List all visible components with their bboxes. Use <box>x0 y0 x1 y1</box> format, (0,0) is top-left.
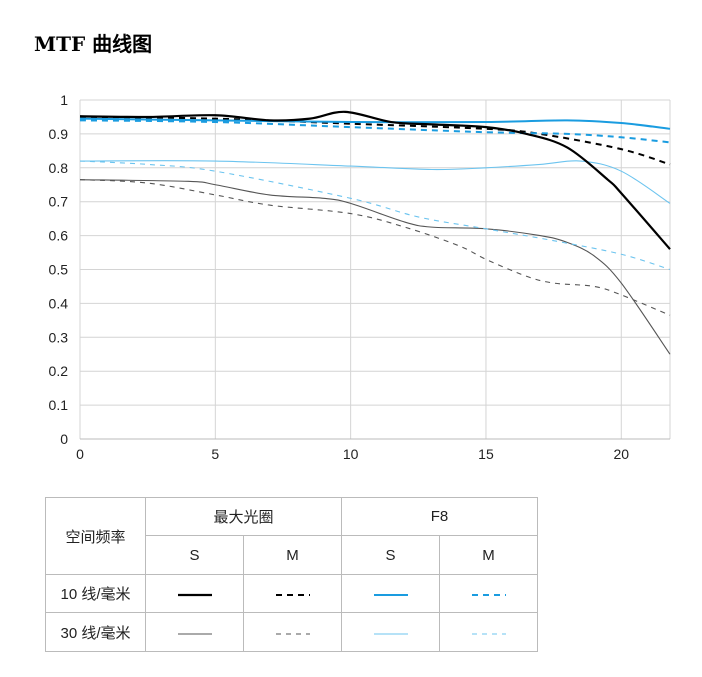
chart-title: MTF 曲线图 <box>34 32 153 56</box>
y-tick-label: 0.8 <box>49 160 69 176</box>
y-tick-label: 0.2 <box>49 363 69 379</box>
group-open: 最大光圈 <box>145 497 342 536</box>
legend-swatch <box>177 593 212 597</box>
freq-header: 空间频率 <box>45 497 146 575</box>
series-line <box>79 115 671 166</box>
y-tick-label: 0.4 <box>49 295 69 311</box>
y-tick-label: 0.7 <box>49 194 69 210</box>
x-tick-label: 5 <box>211 446 219 462</box>
series-line <box>79 119 671 144</box>
series-line <box>79 179 671 316</box>
x-tick-label: 20 <box>613 446 629 462</box>
y-tick-label: 0 <box>60 431 68 447</box>
sub-m: M <box>439 535 538 575</box>
x-tick-label: 15 <box>478 446 494 462</box>
y-tick-label: 0.3 <box>49 329 69 345</box>
legend-swatch <box>471 632 506 635</box>
sub-m: M <box>243 535 342 575</box>
series-line <box>79 160 671 271</box>
series-line <box>79 110 671 250</box>
sub-s: S <box>341 535 440 575</box>
series-line <box>79 179 671 355</box>
row-10: 10 线/毫米 <box>45 574 146 613</box>
series-line <box>79 160 671 204</box>
x-tick-label: 10 <box>343 446 359 462</box>
legend-swatch <box>275 632 310 635</box>
row-30: 30 线/毫米 <box>45 612 146 652</box>
legend-swatch <box>275 594 310 596</box>
legend-swatch <box>177 632 212 635</box>
sub-s: S <box>145 535 244 575</box>
legend-swatch <box>373 594 408 596</box>
y-tick-label: 1 <box>60 92 68 108</box>
series-line <box>79 117 671 130</box>
y-tick-label: 0.6 <box>49 228 69 244</box>
y-tick-label: 0.5 <box>49 262 69 278</box>
mtf-chart: 00.10.20.30.40.50.60.70.80.910 5 10 15 20 <box>49 92 671 462</box>
legend-table: 空间频率 最大光圈 F8 S M S M 10 线/毫米 30 线/毫米 <box>45 497 538 652</box>
y-tick-label: 0.1 <box>49 397 69 413</box>
legend-swatch <box>373 632 408 635</box>
y-tick-label: 0.9 <box>49 126 69 142</box>
group-f8: F8 <box>341 497 538 536</box>
legend-swatch <box>471 594 506 596</box>
x-tick-label: 0 <box>76 446 84 462</box>
